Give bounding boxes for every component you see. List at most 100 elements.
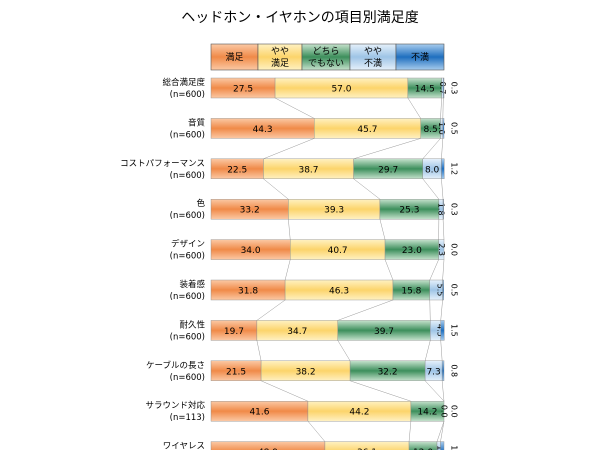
connector-line [423, 179, 439, 199]
value-label-yaya_fuman: 8.0 [425, 165, 440, 175]
value-label-manzoku: 44.3 [253, 125, 273, 135]
category-sample-size: (n=600) [170, 130, 205, 140]
bar-row: 22.5 38.7 29.7 8.0 1.2 [211, 159, 459, 179]
chart-title: ヘッドホン・イヤホンの項目別満足度 [181, 10, 419, 26]
value-label-yaya_manzoku: 38.7 [298, 165, 318, 175]
bar-segment-fuman [441, 159, 444, 179]
connector-line [437, 421, 444, 441]
connector-line [425, 340, 430, 360]
connector-line [442, 381, 444, 401]
value-label-yaya_manzoku: 38.2 [296, 367, 316, 377]
value-label-manzoku: 19.7 [224, 327, 244, 337]
value-label-yaya_manzoku: 44.2 [349, 408, 369, 418]
value-label-dochira: 15.8 [401, 287, 421, 297]
value-label-dochira: 39.7 [374, 327, 394, 337]
value-label-manzoku: 41.6 [249, 408, 269, 418]
value-label-fuman: 0.3 [450, 82, 459, 95]
value-label-dochira: 8.5 [423, 125, 437, 135]
value-label-fuman: 0.3 [450, 203, 459, 216]
value-label-yaya_fuman: 0.0 [440, 405, 449, 418]
value-label-yaya_manzoku: 45.7 [357, 125, 377, 135]
connector-line [354, 179, 380, 199]
value-label-yaya_fuman: 1.8 [436, 203, 445, 216]
category-sample-size: (n=600) [170, 332, 205, 342]
category-label: 色 [196, 198, 205, 209]
connector-line [354, 138, 421, 158]
bar-segment-fuman [441, 442, 444, 450]
value-label-fuman: 1.2 [450, 162, 459, 175]
value-label-dochira: 23.0 [402, 246, 422, 256]
value-label-yaya_manzoku: 34.7 [287, 327, 307, 337]
connector-line [257, 340, 261, 360]
connector-line [441, 98, 442, 118]
connector-line [430, 260, 439, 280]
value-label-manzoku: 33.2 [240, 206, 260, 216]
bar-row: 48.936.112.01.51.5 [211, 442, 459, 450]
connector-line [263, 179, 288, 199]
connector-line [308, 421, 325, 441]
connector-line [288, 219, 290, 239]
bar-row: 33.2 39.3 25.3 1.8 0.3 [211, 199, 459, 219]
legend-label-fuman: 不満 [411, 52, 429, 63]
value-label-dochira: 29.7 [378, 165, 398, 175]
category-sample-size: (n=600) [170, 211, 205, 221]
connector-line [409, 421, 411, 441]
connector-line [385, 260, 393, 280]
value-label-yaya_manzoku: 39.3 [324, 206, 344, 216]
category-label: コストパフォーマンス [120, 159, 205, 169]
value-label-dochira: 32.2 [378, 367, 398, 377]
value-label-yaya_fuman: 7.3 [426, 367, 440, 377]
connector-line [338, 340, 350, 360]
category-sample-size: (n=600) [170, 373, 205, 383]
value-label-fuman: 0.5 [450, 284, 459, 297]
connector-line [423, 138, 441, 158]
connector-line [441, 138, 442, 158]
category-labels: 総合満足度(n=600)音質(n=600)コストパフォーマンス(n=600)色(… [120, 77, 205, 450]
segment-connectors [257, 98, 444, 442]
category-label: 音質 [188, 117, 206, 128]
category-label: 装着感 [179, 279, 205, 290]
value-label-dochira: 25.3 [399, 206, 419, 216]
value-label-manzoku: 27.5 [233, 85, 253, 95]
connector-line [441, 179, 443, 199]
value-label-yaya_manzoku: 46.3 [329, 287, 349, 297]
category-label: デザイン [171, 239, 205, 250]
category-sample-size: (n=600) [170, 292, 205, 302]
category-label: ケーブルの長さ [146, 360, 205, 371]
value-label-dochira: 14.5 [415, 85, 435, 95]
connector-line [257, 300, 285, 320]
connector-line [285, 260, 290, 280]
value-label-fuman: 0.5 [450, 122, 459, 135]
category-sample-size: (n=600) [170, 171, 205, 181]
value-label-manzoku: 22.5 [227, 165, 247, 175]
legend-label-manzoku: 満足 [225, 52, 243, 63]
value-label-manzoku: 21.5 [226, 367, 246, 377]
category-label: 耐久性 [179, 319, 205, 330]
value-label-yaya_manzoku: 40.7 [328, 246, 348, 256]
category-sample-size: (n=600) [170, 90, 205, 100]
value-label-manzoku: 31.8 [238, 287, 258, 297]
connector-line [441, 421, 444, 441]
connector-line [441, 340, 442, 360]
value-label-fuman: 0.0 [450, 405, 459, 418]
value-label-fuman: 1.5 [450, 324, 459, 337]
bar-segment-fuman [443, 78, 444, 98]
connector-line [425, 381, 444, 401]
value-label-yaya_fuman: 2.3 [437, 243, 446, 256]
value-label-yaya_manzoku: 57.0 [331, 85, 351, 95]
connector-line [263, 138, 314, 158]
connector-line [443, 219, 444, 239]
connector-line [443, 260, 444, 280]
value-label-fuman: 1.5 [450, 445, 459, 450]
connector-line [380, 219, 385, 239]
connector-line [275, 98, 314, 118]
connector-line [261, 381, 308, 401]
